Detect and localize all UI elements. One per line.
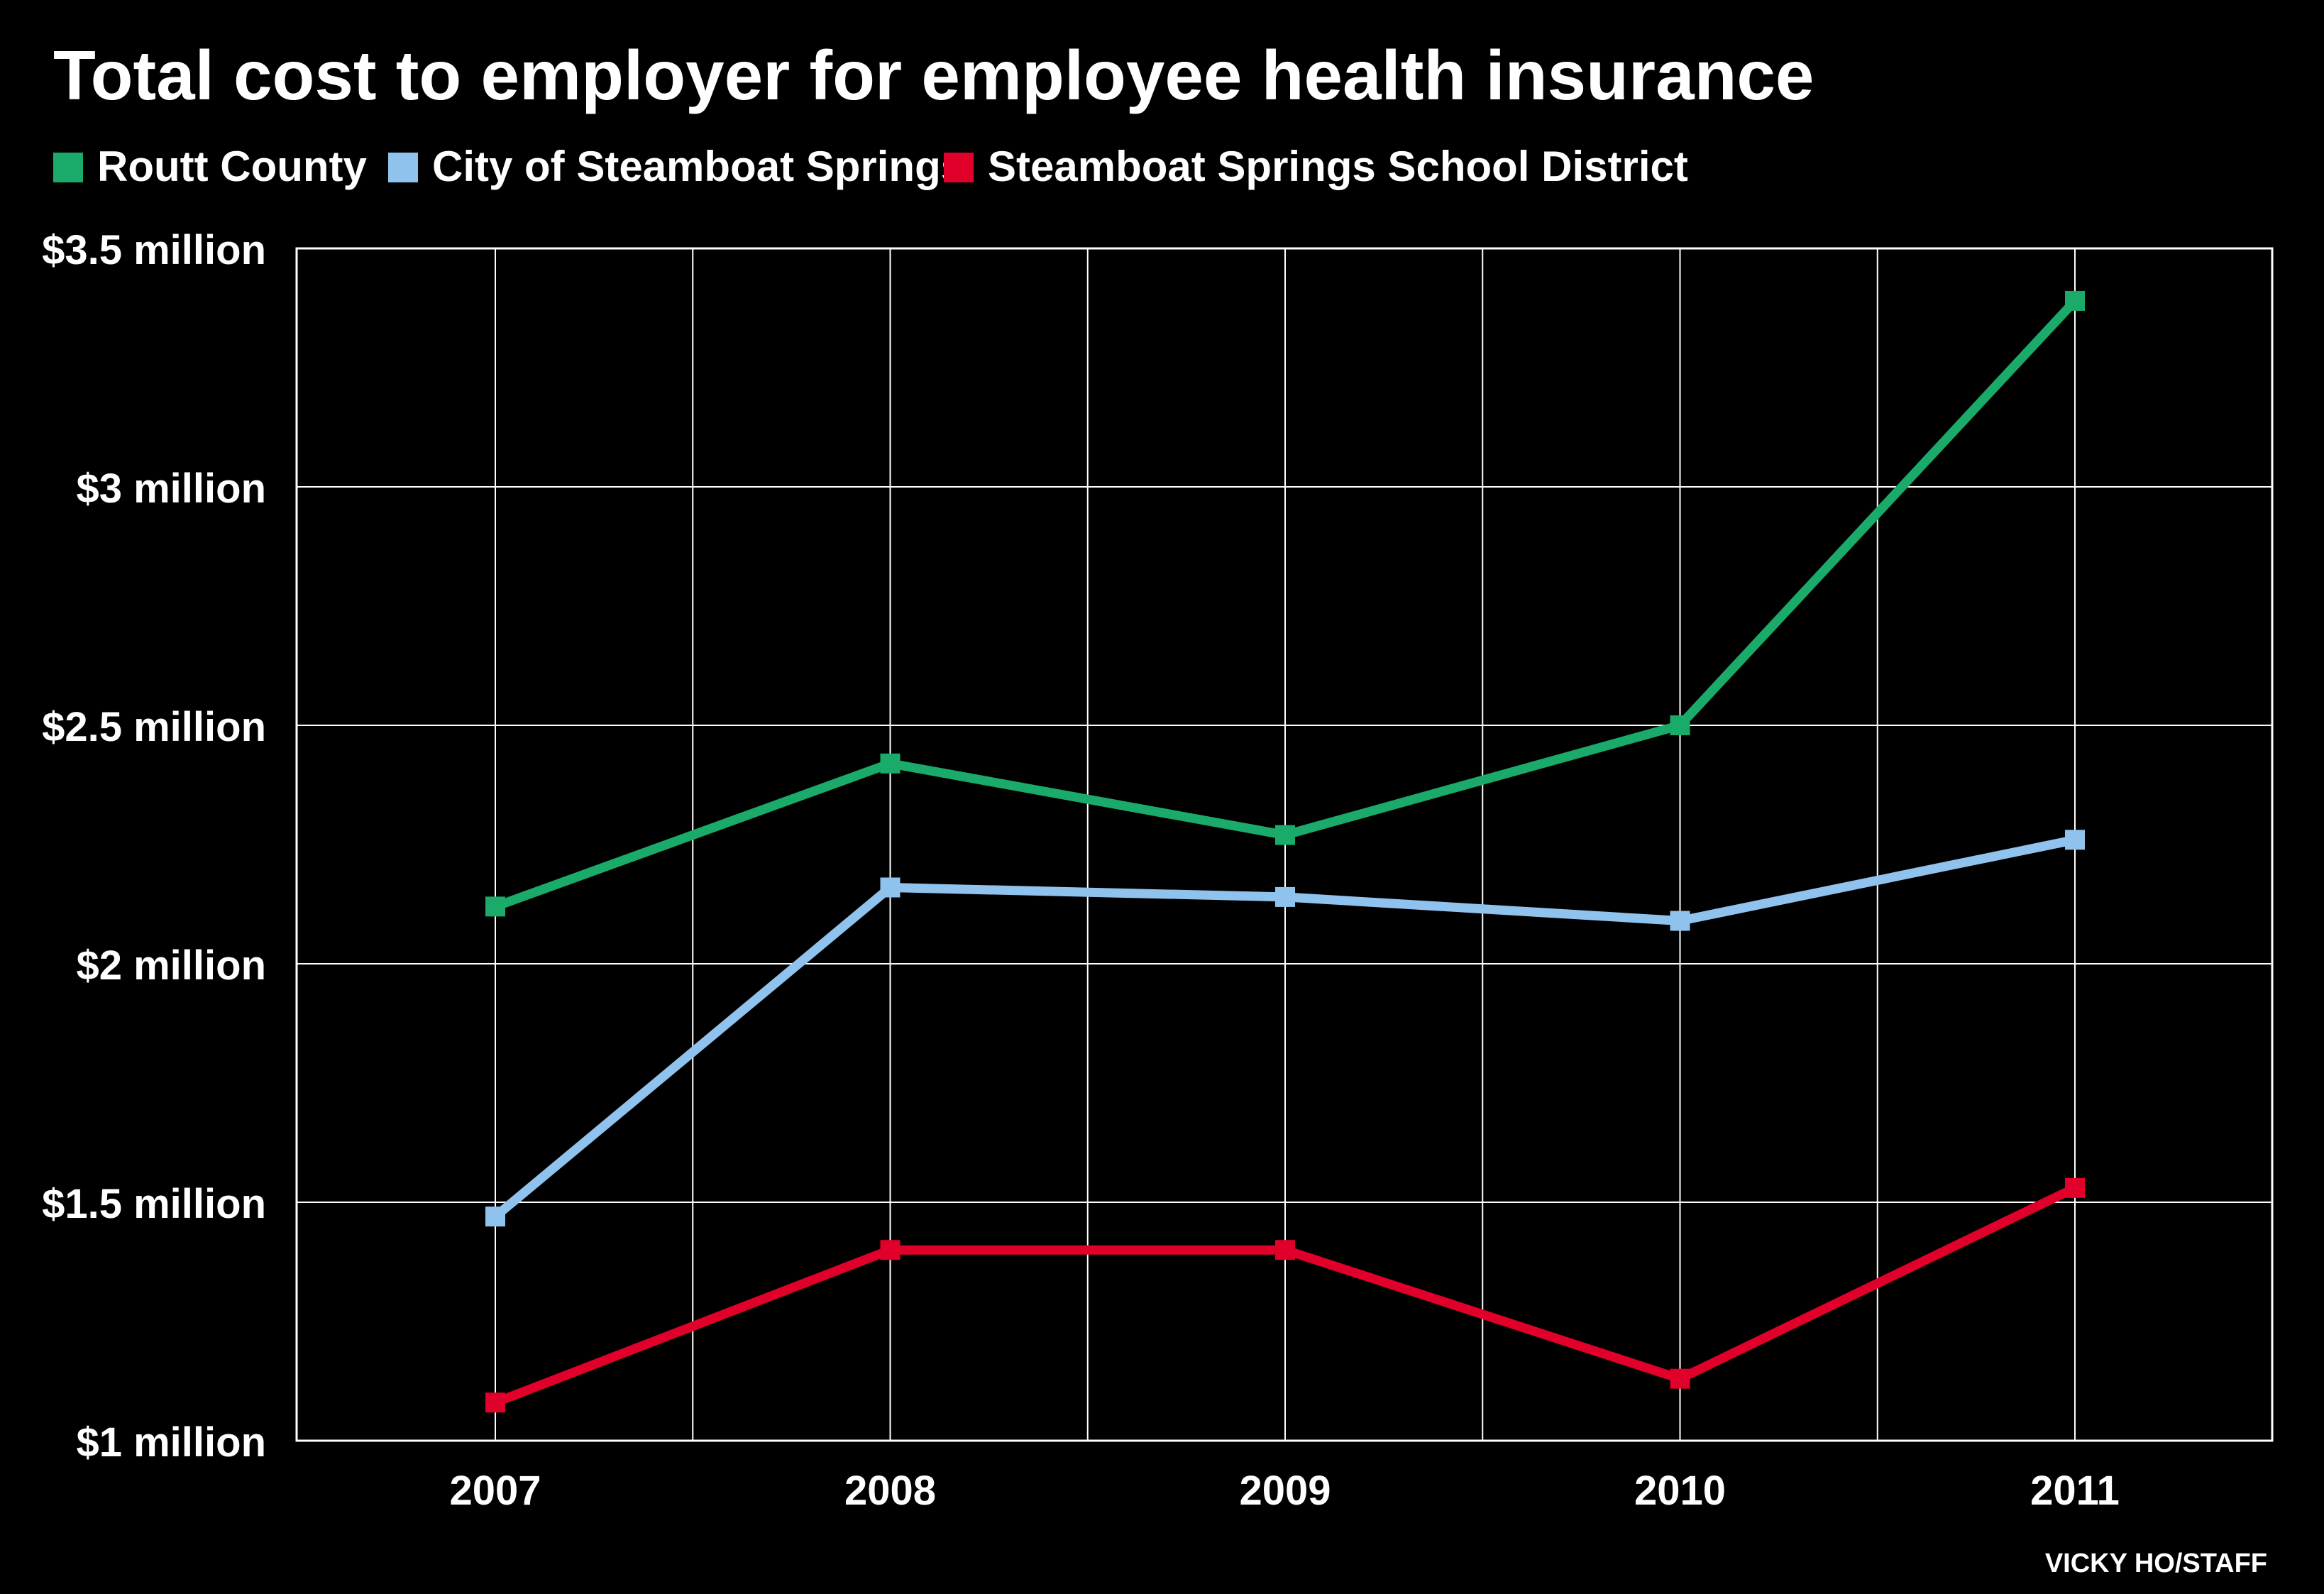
grid (295, 247, 2274, 1442)
y-tick-label-5: $1 million (76, 1419, 266, 1466)
data-point-2-3 (1670, 1368, 1690, 1389)
chart-title: Total cost to employer for employee heal… (53, 36, 1814, 114)
y-tick-label-1: $3 million (76, 466, 266, 512)
x-tick-label-2: 2009 (1239, 1468, 1331, 1514)
y-tick-label-3: $2 million (76, 942, 266, 989)
x-tick-label-3: 2010 (1634, 1468, 1726, 1514)
legend-label-2: Steamboat Springs School District (988, 143, 1688, 190)
data-point-2-0 (485, 1392, 505, 1413)
legend-swatch-1 (388, 153, 418, 182)
x-axis-ticks: 2007 2008 2009 2010 2011 (449, 1468, 2119, 1514)
data-point-0-3 (1670, 715, 1690, 735)
data-point-0-2 (1275, 825, 1295, 845)
data-point-2-2 (1275, 1240, 1295, 1260)
data-point-1-4 (2065, 830, 2085, 850)
x-tick-label-0: 2007 (449, 1468, 541, 1514)
data-point-0-4 (2065, 290, 2085, 311)
credit-text: VICKY HO/STAFF (2045, 1549, 2267, 1578)
data-point-1-3 (1670, 911, 1690, 931)
legend: Routt County City of Steamboat Springs Ste… (53, 143, 1688, 190)
x-tick-label-1: 2008 (844, 1468, 936, 1514)
data-point-1-2 (1275, 886, 1295, 907)
legend-label-0: Routt County (97, 143, 368, 190)
legend-label-1: City of Steamboat Springs (432, 143, 964, 190)
y-axis-ticks: $3.5 million $3 million $2.5 million $2 mil… (42, 227, 266, 1466)
y-tick-label-0: $3.5 million (42, 227, 266, 273)
data-point-0-1 (880, 753, 901, 774)
data-point-2-1 (880, 1240, 901, 1260)
data-point-1-1 (880, 877, 901, 898)
legend-swatch-2 (944, 153, 974, 182)
data-point-2-4 (2065, 1177, 2085, 1198)
legend-swatch-0 (53, 153, 83, 182)
y-tick-label-4: $1.5 million (42, 1181, 266, 1227)
x-tick-label-4: 2011 (2030, 1468, 2120, 1514)
y-tick-label-2: $2.5 million (42, 704, 266, 750)
data-point-0-0 (485, 896, 505, 917)
series-points (485, 290, 2085, 1413)
data-point-1-0 (485, 1207, 505, 1227)
